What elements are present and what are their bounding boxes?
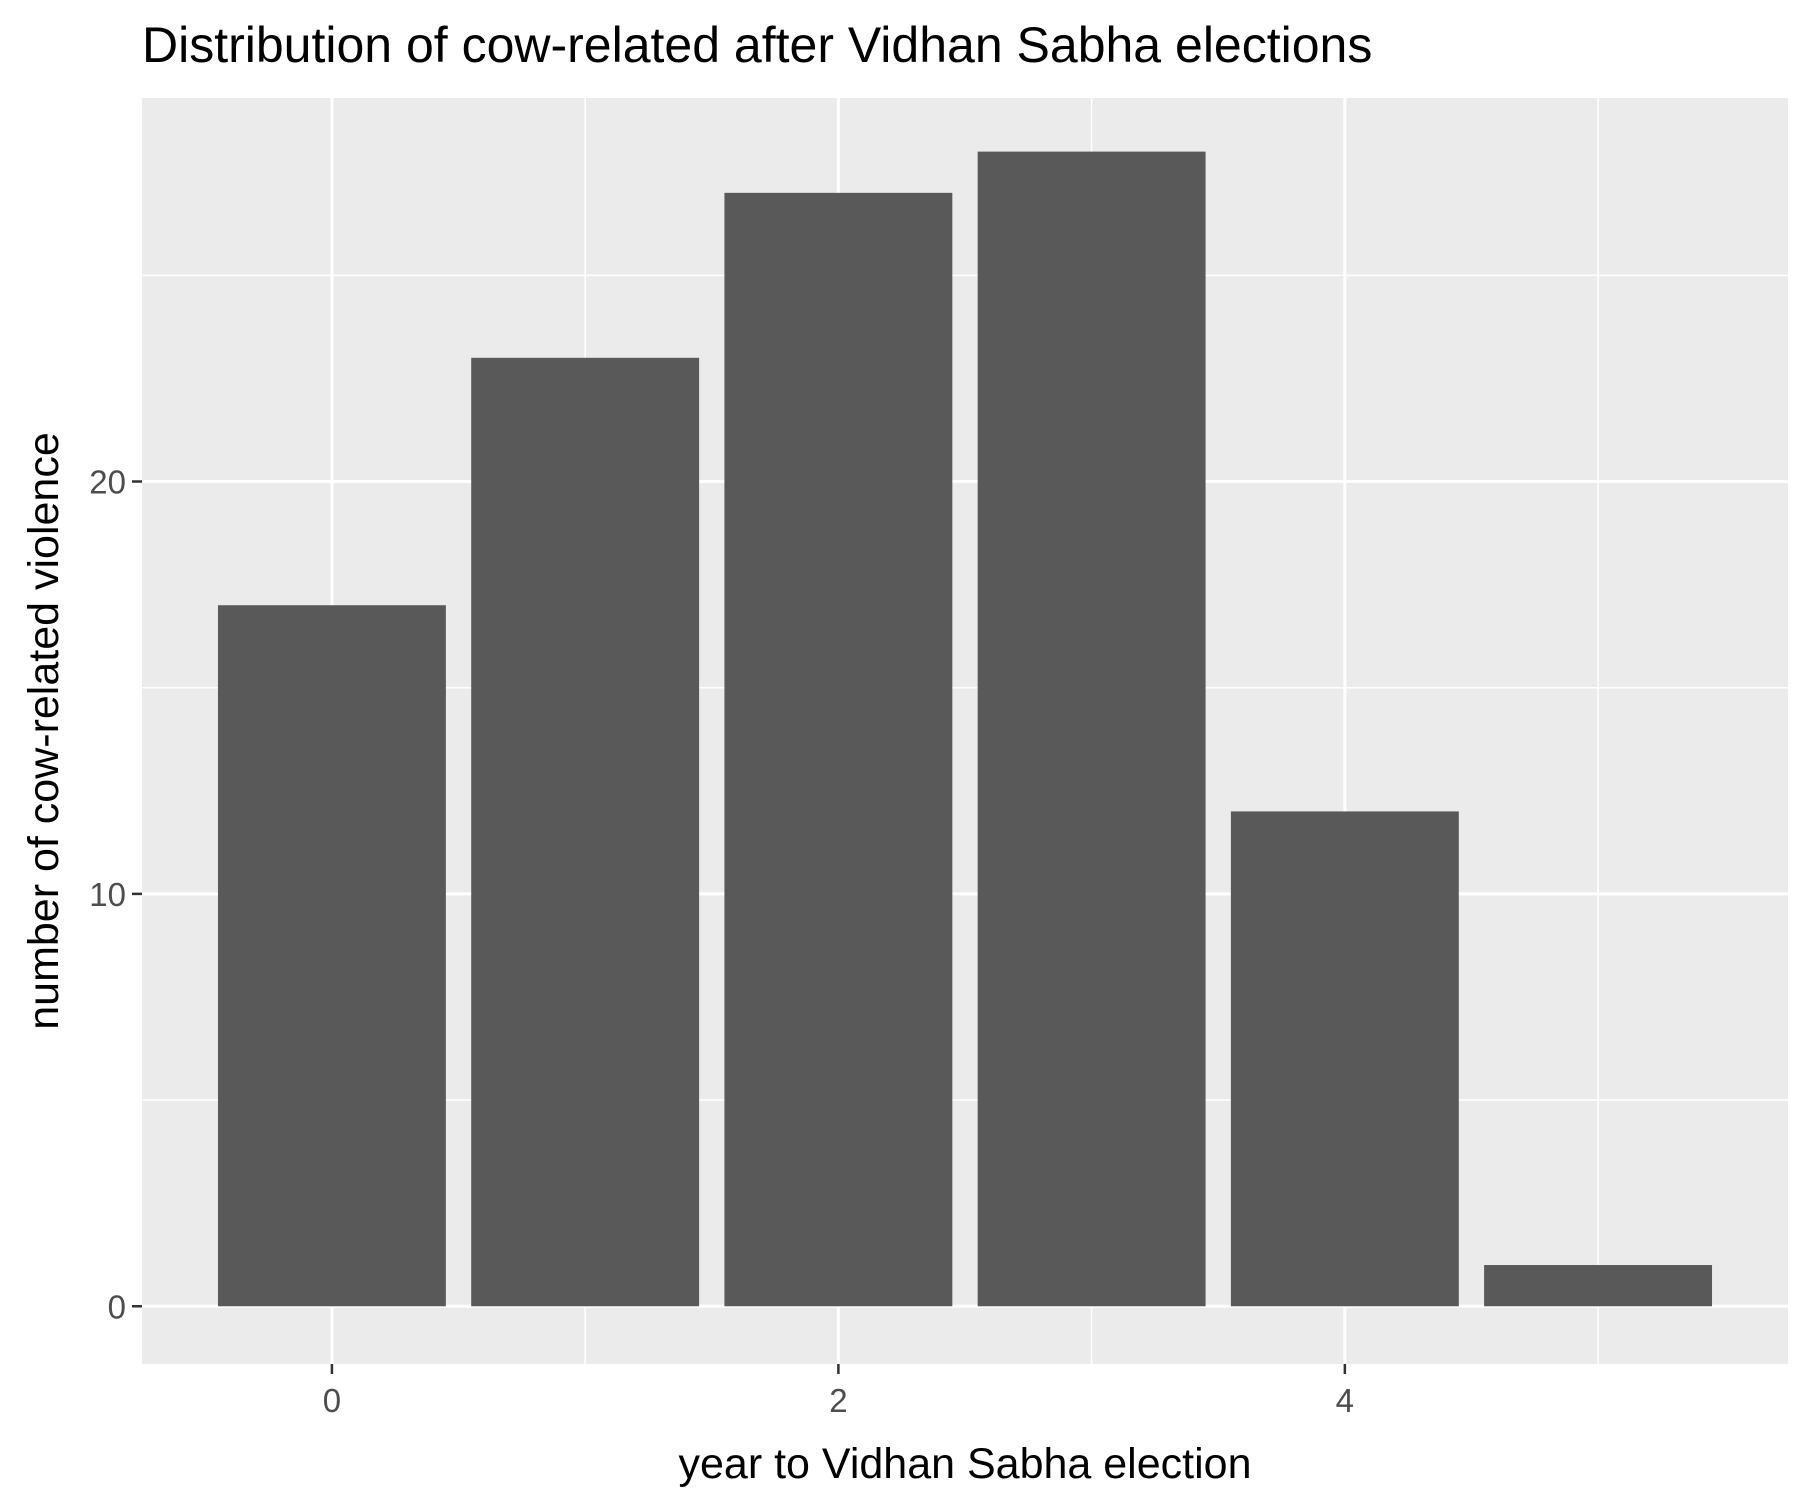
y-tick-label: 0 (108, 1288, 126, 1325)
bar (724, 192, 953, 1307)
x-axis-title: year to Vidhan Sabha election (679, 1440, 1252, 1488)
bar (217, 605, 446, 1307)
bar (1230, 811, 1459, 1307)
y-axis-title: number of cow-related violence (20, 432, 68, 1030)
chart-title: Distribution of cow-related after Vidhan… (142, 17, 1372, 73)
axes: 0 10 20 0 2 4 (89, 464, 1354, 1419)
bar (1484, 1265, 1713, 1307)
x-tick-label: 4 (1336, 1382, 1354, 1419)
bars (217, 151, 1713, 1307)
x-tick-label: 0 (323, 1382, 341, 1419)
y-tick-label: 20 (89, 464, 126, 501)
y-tick-label: 10 (89, 876, 126, 913)
bar (471, 357, 700, 1307)
bar (977, 151, 1206, 1307)
x-tick-label: 2 (829, 1382, 847, 1419)
